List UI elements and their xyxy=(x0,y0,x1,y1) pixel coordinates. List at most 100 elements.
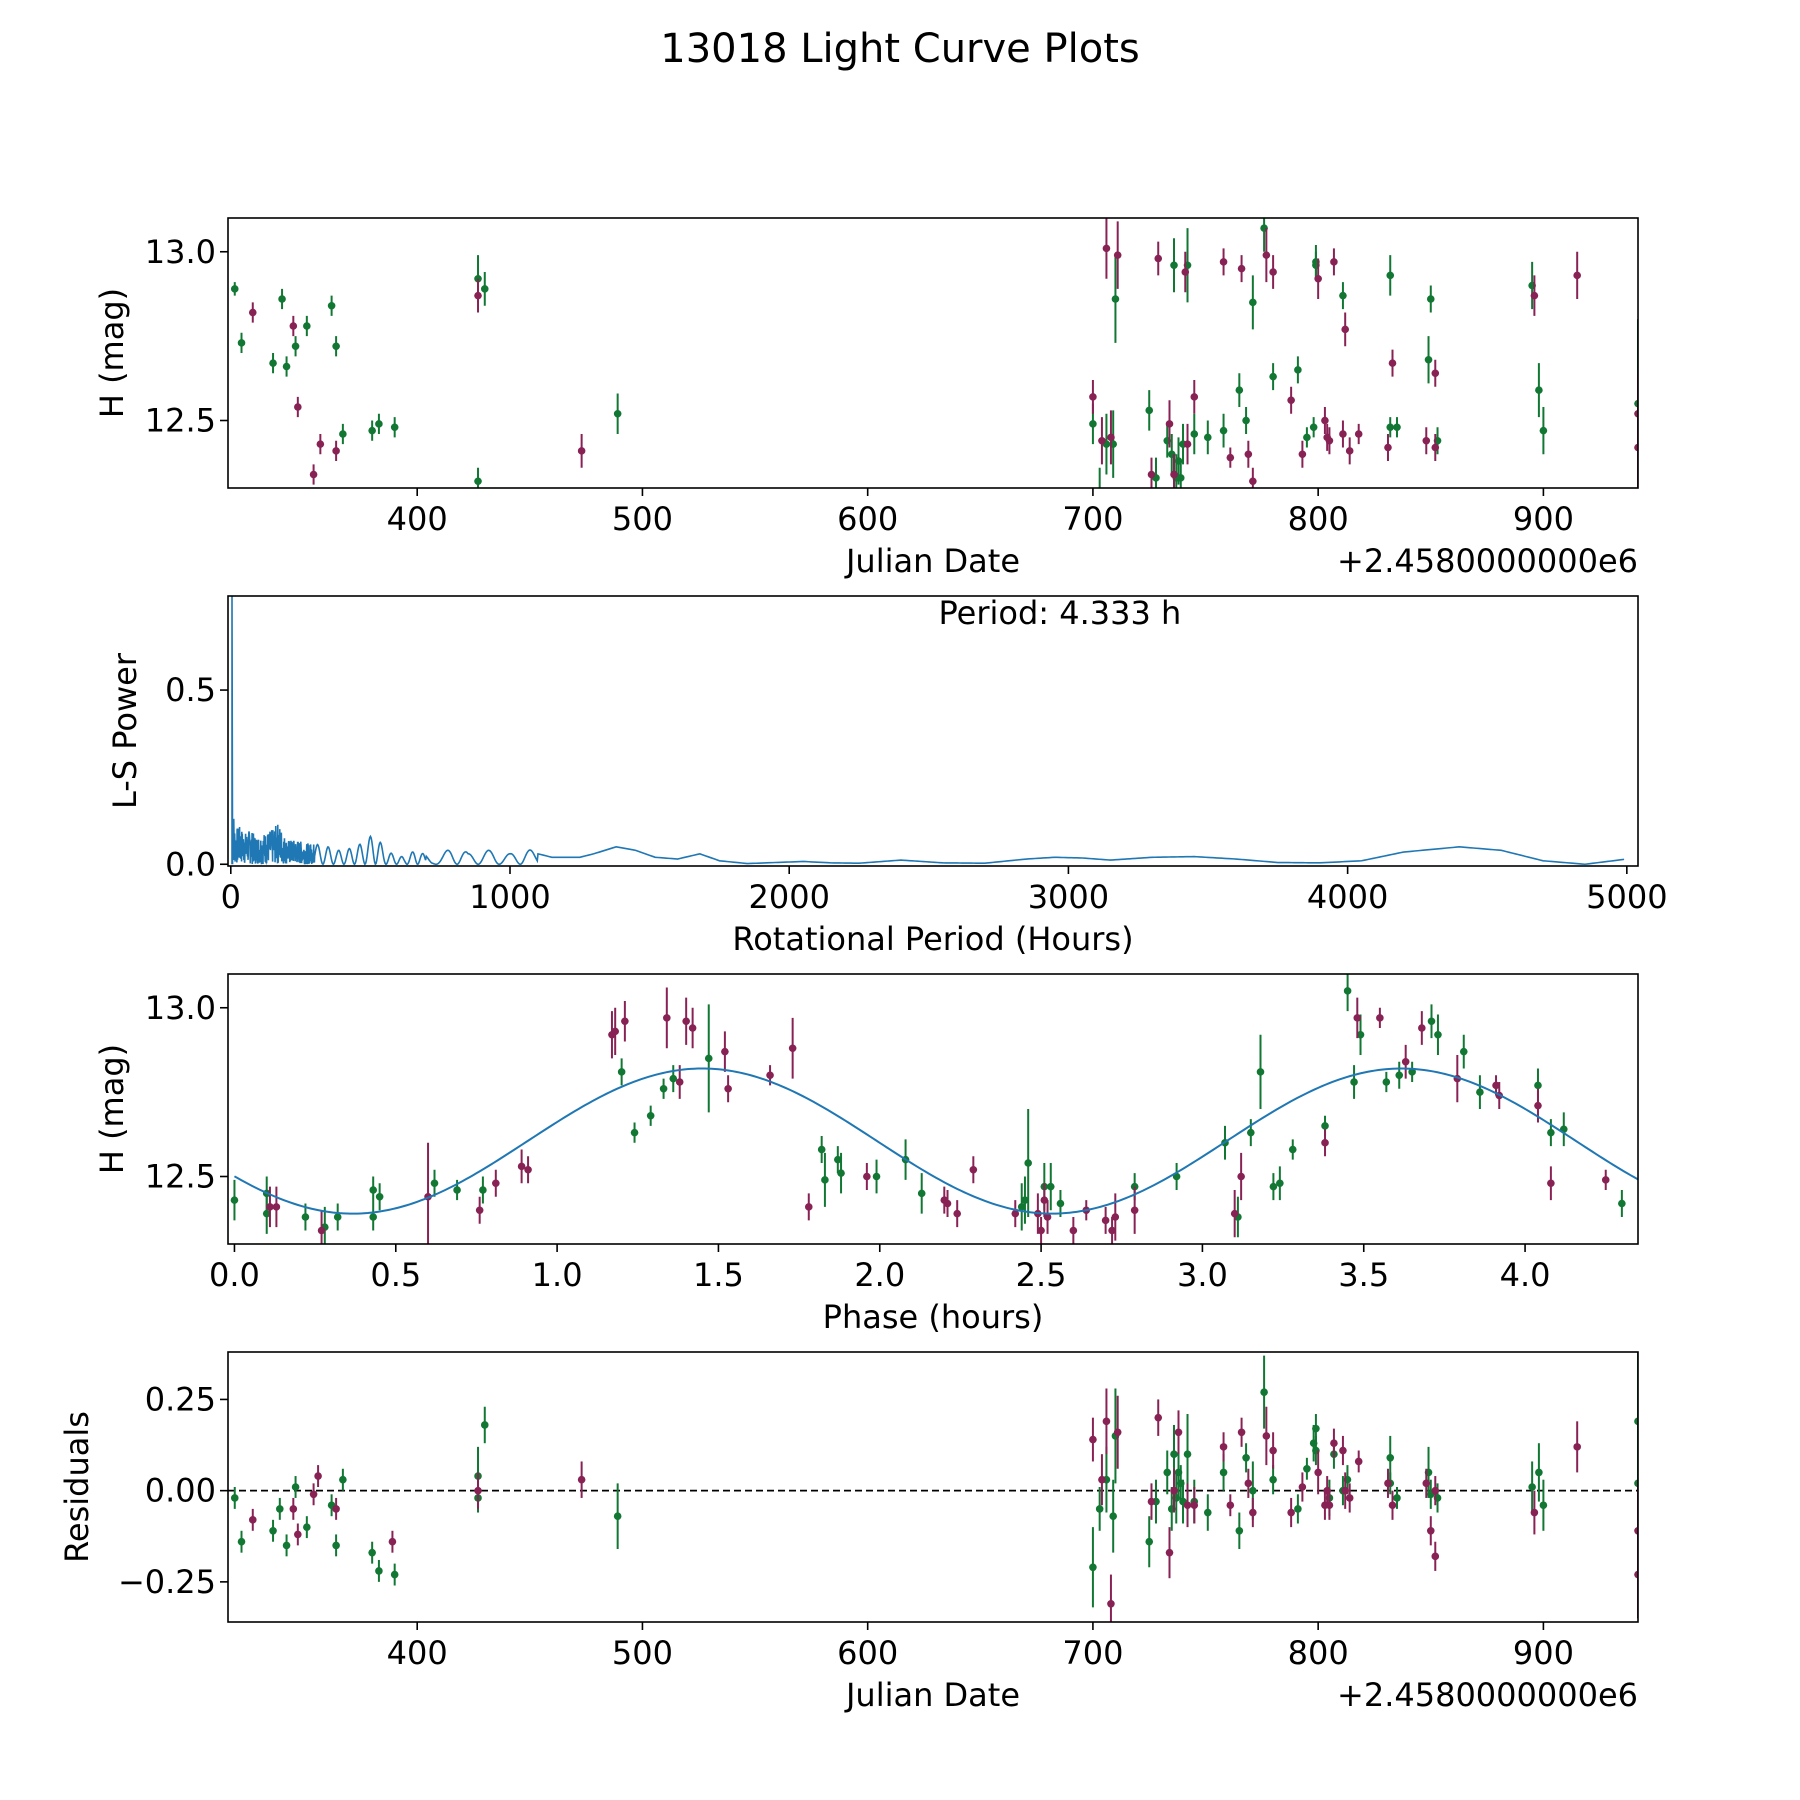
purple-data-point xyxy=(248,308,257,317)
green-data-point xyxy=(262,1209,271,1218)
purple-data-point xyxy=(969,1165,978,1174)
x-tick-label: 800 xyxy=(1288,500,1349,538)
green-data-point xyxy=(669,1074,678,1083)
purple-data-point xyxy=(611,1027,619,1036)
y-tick-label: 12.5 xyxy=(145,1158,216,1196)
purple-data-point xyxy=(289,1505,298,1513)
green-data-point xyxy=(327,301,336,310)
purple-data-point xyxy=(1314,1468,1322,1477)
purple-data-point xyxy=(1634,409,1638,418)
green-data-point xyxy=(917,1189,926,1198)
green-data-point xyxy=(1476,1088,1484,1096)
green-data-point xyxy=(617,1068,626,1076)
purple-data-point xyxy=(1089,1435,1097,1444)
green-data-point xyxy=(1343,987,1352,995)
purple-data-point xyxy=(1249,477,1257,486)
y-tick-label: 13.0 xyxy=(145,989,216,1027)
periodogram-data xyxy=(231,596,1625,866)
green-data-point xyxy=(1356,1030,1365,1039)
residuals-data xyxy=(228,1352,1638,1622)
purple-data-point xyxy=(1634,1570,1638,1579)
green-data-point xyxy=(1427,1017,1436,1026)
purple-data-point xyxy=(294,403,302,411)
green-data-point xyxy=(1249,1486,1257,1495)
purple-data-point xyxy=(1388,1501,1397,1510)
purple-data-point xyxy=(863,1172,871,1181)
purple-data-point xyxy=(1321,416,1329,425)
purple-data-point xyxy=(1183,440,1192,448)
purple-data-point xyxy=(1170,470,1178,479)
green-data-point xyxy=(1145,1537,1154,1546)
green-data-point xyxy=(375,420,383,428)
green-data-point xyxy=(1534,1081,1542,1090)
purple-data-point xyxy=(953,1209,961,1218)
x-tick-label: 500 xyxy=(612,500,673,538)
green-data-point xyxy=(369,1213,377,1221)
purple-data-point xyxy=(1262,251,1271,259)
purple-data-point xyxy=(1154,254,1163,263)
green-data-point xyxy=(276,1505,284,1513)
purple-data-point xyxy=(289,322,298,330)
green-data-point xyxy=(1535,386,1543,394)
purple-data-point xyxy=(272,1203,281,1211)
green-data-point xyxy=(1056,1199,1065,1208)
purple-data-point xyxy=(1244,450,1253,459)
purple-data-point xyxy=(517,1162,526,1171)
green-data-point xyxy=(704,1054,713,1063)
x-tick-label: 1000 xyxy=(469,878,550,916)
purple-data-point xyxy=(1287,1508,1295,1517)
green-data-point xyxy=(1393,423,1401,432)
purple-data-point xyxy=(1011,1209,1020,1218)
purple-data-point xyxy=(1269,1446,1277,1455)
green-data-point xyxy=(230,285,239,293)
purple-data-point xyxy=(1107,1599,1115,1608)
green-data-point xyxy=(817,1145,826,1154)
green-data-point xyxy=(1046,1182,1055,1191)
green-data-point xyxy=(474,477,482,486)
green-data-point xyxy=(1203,1508,1212,1517)
green-data-point xyxy=(1242,416,1250,425)
purple-data-point xyxy=(1108,1226,1116,1235)
purple-data-point xyxy=(1418,1024,1426,1032)
green-data-point xyxy=(339,430,347,438)
purple-data-point xyxy=(788,1044,797,1053)
purple-data-point xyxy=(266,1203,274,1211)
green-data-point xyxy=(1424,355,1433,364)
green-data-point xyxy=(1288,1145,1297,1154)
green-data-point xyxy=(1339,291,1347,300)
x-tick-label: 2.5 xyxy=(1016,1256,1067,1294)
purple-data-point xyxy=(1354,430,1363,438)
purple-data-point xyxy=(1089,393,1097,401)
green-data-point xyxy=(1183,1450,1192,1458)
green-data-point xyxy=(1426,295,1435,303)
purple-data-point xyxy=(474,291,482,300)
purple-data-point xyxy=(1219,1443,1228,1451)
y-tick-label: 0.0 xyxy=(165,845,216,883)
green-data-point xyxy=(269,359,277,367)
green-data-point xyxy=(1528,1483,1536,1491)
x-tick-label: 500 xyxy=(612,1634,673,1672)
green-data-point xyxy=(1539,426,1548,435)
purple-data-point xyxy=(721,1047,729,1056)
purple-data-point xyxy=(1130,1206,1139,1215)
purple-data-point xyxy=(1298,1483,1307,1491)
purple-data-point xyxy=(1314,274,1322,283)
figure-title: 13018 Light Curve Plots xyxy=(660,26,1140,72)
purple-data-point xyxy=(1534,1101,1542,1110)
x-tick-label: 2000 xyxy=(748,878,829,916)
phased-panel: 0.0 0.5 1.0 1.5 2.0 2.5 3.0 3.5 4.0 12.5 13.0 Phase… xyxy=(93,973,1639,1336)
purple-data-point xyxy=(1174,1428,1183,1437)
green-data-point xyxy=(1089,420,1097,428)
x-axis-label: Phase (hours) xyxy=(823,1298,1044,1336)
purple-data-point xyxy=(943,1199,952,1208)
purple-data-point xyxy=(724,1084,732,1093)
green-data-point xyxy=(821,1176,829,1184)
purple-data-point xyxy=(1388,359,1397,367)
green-data-point xyxy=(1459,1047,1468,1056)
periodogram-frame xyxy=(227,595,1639,867)
x-tick-label: 1.5 xyxy=(693,1256,744,1294)
green-data-point xyxy=(1249,298,1257,307)
green-data-point xyxy=(480,1421,489,1429)
green-data-point xyxy=(390,1570,399,1579)
